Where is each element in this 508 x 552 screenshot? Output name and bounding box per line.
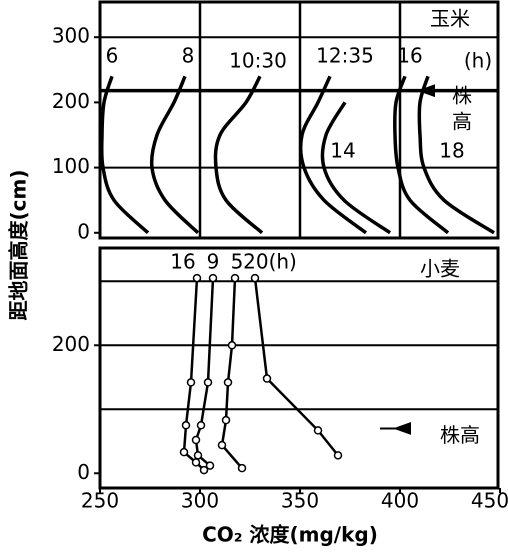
y-tick-label: 200 <box>52 89 90 113</box>
data-point <box>230 273 240 283</box>
profile-line <box>253 277 339 457</box>
data-point <box>192 273 202 283</box>
series-label: 12:35 <box>316 44 374 68</box>
series-label: 16 <box>397 44 422 68</box>
crop-label: 小麦 <box>420 257 460 281</box>
data-point <box>217 440 227 450</box>
series-label: 6 <box>106 44 119 68</box>
x-tick-label: 400 <box>381 489 419 513</box>
series-label: 10:30 <box>229 49 287 73</box>
y-tick-label: 0 <box>77 460 90 484</box>
data-point <box>193 451 203 460</box>
series-label: 20(h) <box>243 250 297 274</box>
series-label: 8 <box>182 44 195 68</box>
series-label: 9 <box>207 250 220 274</box>
plant-height-label: 株高 <box>452 83 472 133</box>
x-axis-label: CO₂ 浓度(mg/kg) <box>202 523 378 547</box>
series-label: 18 <box>439 139 464 163</box>
plant-height-arrow <box>417 84 444 98</box>
data-point <box>191 435 201 445</box>
data-point <box>186 378 196 387</box>
data-point <box>181 421 191 430</box>
data-point <box>262 374 272 383</box>
profile-line <box>99 75 150 235</box>
data-point <box>199 465 209 475</box>
plant-height-arrow <box>380 422 411 435</box>
profile-line <box>149 75 200 235</box>
series-label: 14 <box>330 139 355 163</box>
profile-line <box>213 75 264 235</box>
time-unit: (h) <box>464 49 492 73</box>
y-tick-label: 100 <box>52 154 90 178</box>
data-point <box>237 463 247 473</box>
data-point <box>179 447 189 457</box>
data-point <box>196 421 206 430</box>
profile-line <box>320 101 392 235</box>
x-tick-label: 350 <box>281 489 319 513</box>
data-point <box>227 341 237 350</box>
data-point <box>221 415 231 425</box>
series-label: 16 <box>170 250 195 274</box>
data-point <box>191 458 201 467</box>
crop-label: 玉米 <box>430 7 470 31</box>
y-tick-label: 0 <box>77 219 90 243</box>
profile-line <box>298 75 368 235</box>
profile-line <box>392 75 450 235</box>
plant-height-label: 株高 <box>440 423 480 447</box>
data-point <box>203 378 213 387</box>
data-point <box>223 378 233 387</box>
data-point <box>205 461 215 470</box>
y-axis-label: 距地面高度(cm) <box>7 170 31 321</box>
y-tick-label: 200 <box>52 332 90 356</box>
data-point <box>313 426 323 435</box>
x-tick-label: 250 <box>81 489 119 513</box>
profile-line <box>220 278 243 469</box>
y-tick-label: 300 <box>52 24 90 48</box>
series-label: 5 <box>231 250 244 274</box>
data-point <box>208 273 218 283</box>
profile-line <box>417 75 495 235</box>
data-point <box>250 273 260 283</box>
x-tick-label: 300 <box>181 489 219 513</box>
x-tick-label: 450 <box>471 489 508 513</box>
bottom-frame <box>98 246 500 490</box>
data-point <box>333 451 343 460</box>
